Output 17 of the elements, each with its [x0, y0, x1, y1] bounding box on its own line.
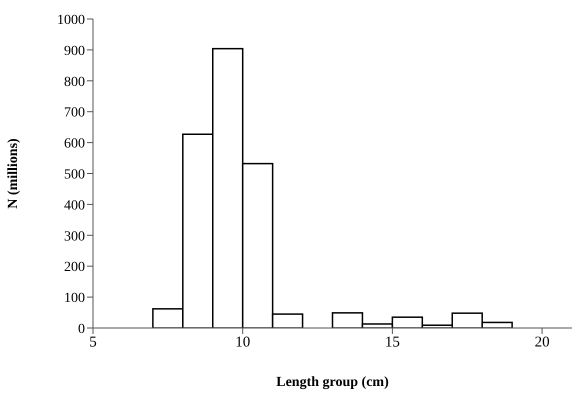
- y-tick-label: 1000: [57, 12, 85, 28]
- x-tick-label: 15: [384, 334, 400, 351]
- y-tick-label: 400: [64, 198, 85, 214]
- y-tick-label: 200: [64, 260, 85, 276]
- y-axis-title: N (millions): [6, 138, 21, 209]
- y-tick-label: 600: [64, 136, 85, 152]
- x-tick-label: 10: [235, 334, 250, 351]
- y-tick-label: 700: [64, 106, 85, 121]
- y-tick-label: 300: [64, 229, 85, 244]
- x-tick-label: 5: [89, 334, 97, 351]
- x-axis-title: Length group (cm): [276, 375, 390, 390]
- y-tick-label: 800: [64, 74, 85, 90]
- y-tick-label: 0: [78, 322, 85, 337]
- y-tick-label: 900: [64, 44, 85, 59]
- y-tick-label: 500: [64, 167, 85, 182]
- y-tick-label: 100: [64, 291, 85, 306]
- x-tick-label: 20: [534, 334, 550, 351]
